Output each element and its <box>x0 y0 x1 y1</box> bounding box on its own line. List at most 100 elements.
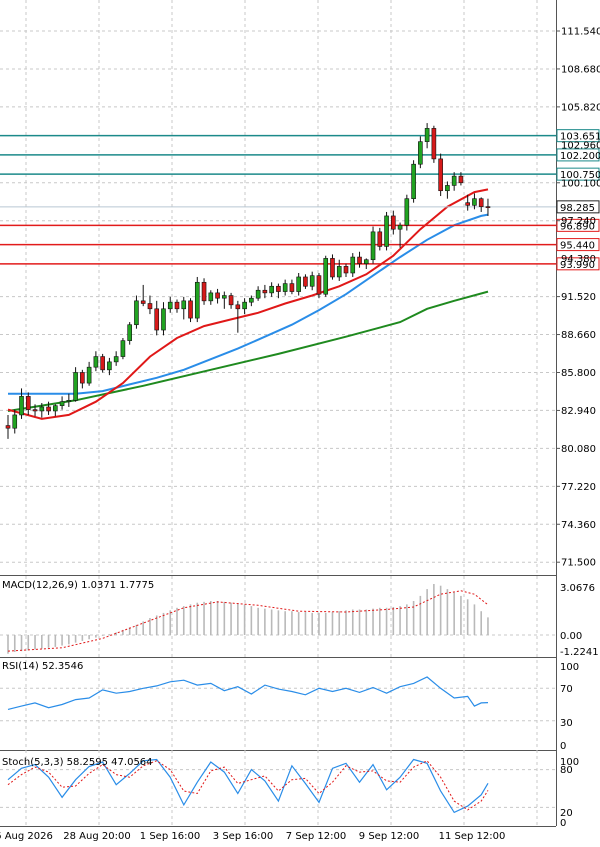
rsi-tick-label: 0 <box>560 741 566 752</box>
price-tick-label: 88.660 <box>561 330 596 341</box>
current-price-label: 98.285 <box>560 203 595 214</box>
candle-body <box>411 163 416 199</box>
level-tag <box>556 167 600 181</box>
time-axis-label: 9 Sep 12:00 <box>359 831 419 842</box>
candle-body <box>228 295 234 306</box>
candle-body <box>100 356 105 371</box>
candle-body <box>66 400 72 402</box>
price-tick-label: 108.680 <box>561 64 600 75</box>
candle-body <box>397 224 403 230</box>
candle-body <box>181 300 187 310</box>
candle-body <box>309 275 315 287</box>
candle-body <box>80 372 85 384</box>
candle-body <box>12 414 18 429</box>
candle-body <box>120 340 126 357</box>
candle-body <box>5 425 11 429</box>
candle-body <box>147 303 153 310</box>
candle-body <box>323 258 329 295</box>
candle-body <box>316 275 322 295</box>
level-tag <box>556 238 600 252</box>
time-axis-label: 11 Sep 12:00 <box>439 831 506 842</box>
level-tag <box>556 129 600 143</box>
stoch-tick-label: 80 <box>560 765 573 776</box>
candle-body <box>249 297 254 303</box>
macd-signal-line <box>7 590 489 652</box>
stoch-signal-line <box>7 760 489 811</box>
candle-body <box>39 406 45 412</box>
macd-tick-label: 0.00 <box>560 631 582 642</box>
ma-fast-line <box>7 188 489 420</box>
candle-body <box>377 231 383 247</box>
candle-body <box>107 361 112 371</box>
candle-body <box>384 215 389 247</box>
time-axis-label: 3 Sep 16:00 <box>213 831 273 842</box>
level-label: 102.200 <box>560 151 600 162</box>
candle-body <box>208 292 214 302</box>
stoch-label: Stoch(5,3,3) 58.2595 47.0564 <box>2 757 153 768</box>
candle-body <box>350 256 356 274</box>
price-tick-label: 100.100 <box>561 178 600 189</box>
stoch-tick-label: 100 <box>560 757 579 768</box>
candle-body <box>357 256 362 264</box>
price-tick-label: 94.380 <box>561 254 596 265</box>
candle-body <box>404 198 410 226</box>
price-tick-label: 111.540 <box>561 27 600 38</box>
candle-body <box>336 266 342 278</box>
level-tag <box>556 218 600 232</box>
level-label: 103.651 <box>560 132 600 143</box>
macd-tick-label: -1.2241 <box>560 647 599 658</box>
candle-body <box>140 300 146 304</box>
price-tick-label: 71.500 <box>561 558 596 569</box>
candle-body <box>188 300 193 319</box>
candle-body <box>303 276 308 287</box>
stoch-main-line <box>7 758 489 814</box>
rsi-label: RSI(14) 52.3546 <box>2 661 83 672</box>
candle-body <box>330 258 335 278</box>
stoch-tick-label: 20 <box>560 808 573 819</box>
rsi-tick-label: 70 <box>560 684 573 695</box>
level-label: 100.750 <box>560 170 600 181</box>
candle-body <box>255 289 261 299</box>
candle-body <box>431 128 437 160</box>
rsi-tick-label: 100 <box>560 662 579 673</box>
macd-tick-label: 3.0676 <box>560 583 595 594</box>
candle-body <box>93 356 99 368</box>
candle-body <box>485 206 491 208</box>
price-tick-label: 97.240 <box>561 216 596 227</box>
candle-body <box>458 175 464 184</box>
candle-body <box>282 283 288 292</box>
candle-body <box>46 406 51 412</box>
level-label: 95.440 <box>560 241 595 252</box>
candle-body <box>363 259 369 264</box>
candle-body <box>201 281 207 302</box>
candle-body <box>25 396 31 410</box>
candle-body <box>262 289 268 294</box>
candle-body <box>478 198 484 207</box>
price-tick-label: 80.080 <box>561 444 596 455</box>
candle-body <box>465 202 470 206</box>
candle-body <box>438 158 443 192</box>
candle-body <box>127 324 132 341</box>
macd-label: MACD(12,26,9) 1.0371 1.7775 <box>2 580 154 591</box>
price-tick-label: 105.820 <box>561 102 600 113</box>
candle-body <box>59 401 65 406</box>
candle-body <box>134 300 139 326</box>
current-price-tag <box>556 200 600 214</box>
candle-body <box>276 285 281 292</box>
candle-body <box>289 283 295 292</box>
candle-body <box>32 409 38 412</box>
price-tick-label: 85.800 <box>561 368 596 379</box>
candle-body <box>19 396 24 416</box>
ma-mid-line <box>8 213 489 395</box>
price-tick-label: 74.360 <box>561 520 596 531</box>
rsi-tick-label: 30 <box>560 718 573 729</box>
time-axis-label: 6 Aug 2026 <box>0 831 53 842</box>
candle-body <box>296 276 301 292</box>
candle-body <box>242 301 247 310</box>
candle-body <box>86 366 92 384</box>
time-axis-label: 7 Sep 12:00 <box>286 831 346 842</box>
candle-body <box>194 281 200 319</box>
candle-body <box>222 295 227 299</box>
candle-body <box>53 405 58 412</box>
